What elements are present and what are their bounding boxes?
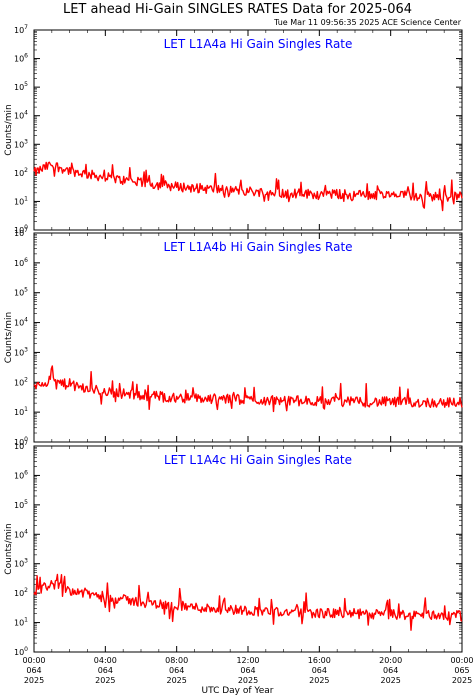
x-tick-label: 00:00 [22, 656, 45, 665]
y-tick-label: 101 [14, 195, 28, 206]
y-tick-label: 106 [14, 53, 28, 64]
x-tick-label: 065 [454, 666, 469, 675]
y-tick-label: 104 [14, 317, 28, 328]
y-tick-label: 102 [14, 587, 28, 598]
x-tick-label: 16:00 [308, 656, 331, 665]
x-tick-label: 2025 [380, 676, 400, 685]
series-line [33, 573, 463, 631]
y-tick-label: 103 [14, 558, 28, 569]
y-tick-label: 107 [14, 440, 28, 451]
plot-frame [33, 29, 463, 231]
y-tick-label: 106 [14, 469, 28, 480]
y-tick-label: 105 [14, 287, 28, 298]
y-axis-label: Counts/min [4, 312, 14, 363]
y-tick-label: 103 [14, 346, 28, 357]
y-tick-label: 100 [14, 224, 28, 235]
x-tick-label: 12:00 [236, 656, 259, 665]
x-tick-label: 064 [240, 666, 255, 675]
x-axis-label: UTC Day of Year [201, 686, 274, 696]
chart-panel-2: 100 101 102 103 104 105 106 107 Counts/min LET L1… [4, 227, 463, 447]
y-tick-label: 104 [14, 110, 28, 121]
y-axis-label: Counts/min [4, 104, 14, 155]
x-tick-label: 20:00 [379, 656, 402, 665]
y-tick-label: 100 [14, 436, 28, 447]
y-axis-label: Counts/min [4, 523, 14, 574]
y-tick-label: 102 [14, 167, 28, 178]
plot-frame [33, 445, 463, 653]
timestamp: Tue Mar 11 09:56:35 2025 ACE Science Cen… [274, 18, 461, 27]
x-tick-label: 2025 [452, 676, 472, 685]
series-line [33, 161, 463, 212]
series-line [33, 365, 463, 413]
page-title: LET ahead Hi-Gain SINGLES RATES Data for… [62, 2, 413, 17]
y-tick-label: 107 [14, 227, 28, 238]
x-tick-label: 2025 [309, 676, 329, 685]
x-tick-label: 2025 [238, 676, 258, 685]
x-tick-label: 2025 [24, 676, 44, 685]
x-tick-label: 064 [26, 666, 41, 675]
panel-title: LET L1A4a Hi Gain Singles Rate [164, 37, 353, 51]
x-tick-label: 064 [169, 666, 184, 675]
plot-frame [33, 232, 463, 443]
y-tick-label: 101 [14, 406, 28, 417]
panel-title: LET L1A4b Hi Gain Singles Rate [163, 240, 352, 254]
y-tick-label: 102 [14, 376, 28, 387]
y-tick-label: 105 [14, 499, 28, 510]
x-tick-label: 064 [383, 666, 398, 675]
y-tick-label: 107 [14, 24, 28, 35]
x-tick-label: 064 [98, 666, 113, 675]
x-tick-label: 00:00 [450, 656, 473, 665]
x-tick-label: 08:00 [165, 656, 188, 665]
x-tick-label: 064 [312, 666, 327, 675]
chart-panel-1: 100 101 102 103 104 105 106 107 Counts/min LET L1… [4, 24, 463, 235]
y-tick-label: 106 [14, 257, 28, 268]
x-tick-label: 04:00 [94, 656, 117, 665]
y-tick-label: 100 [14, 646, 28, 657]
y-tick-label: 104 [14, 528, 28, 539]
y-tick-label: 101 [14, 617, 28, 628]
y-tick-label: 103 [14, 138, 28, 149]
x-tick-label: 2025 [166, 676, 186, 685]
x-tick-label: 2025 [95, 676, 115, 685]
y-tick-label: 105 [14, 81, 28, 92]
chart-panel-3: 100 101 102 103 104 105 106 107 Counts/min LET L1… [4, 440, 463, 657]
panel-title: LET L1A4c Hi Gain Singles Rate [164, 453, 352, 467]
